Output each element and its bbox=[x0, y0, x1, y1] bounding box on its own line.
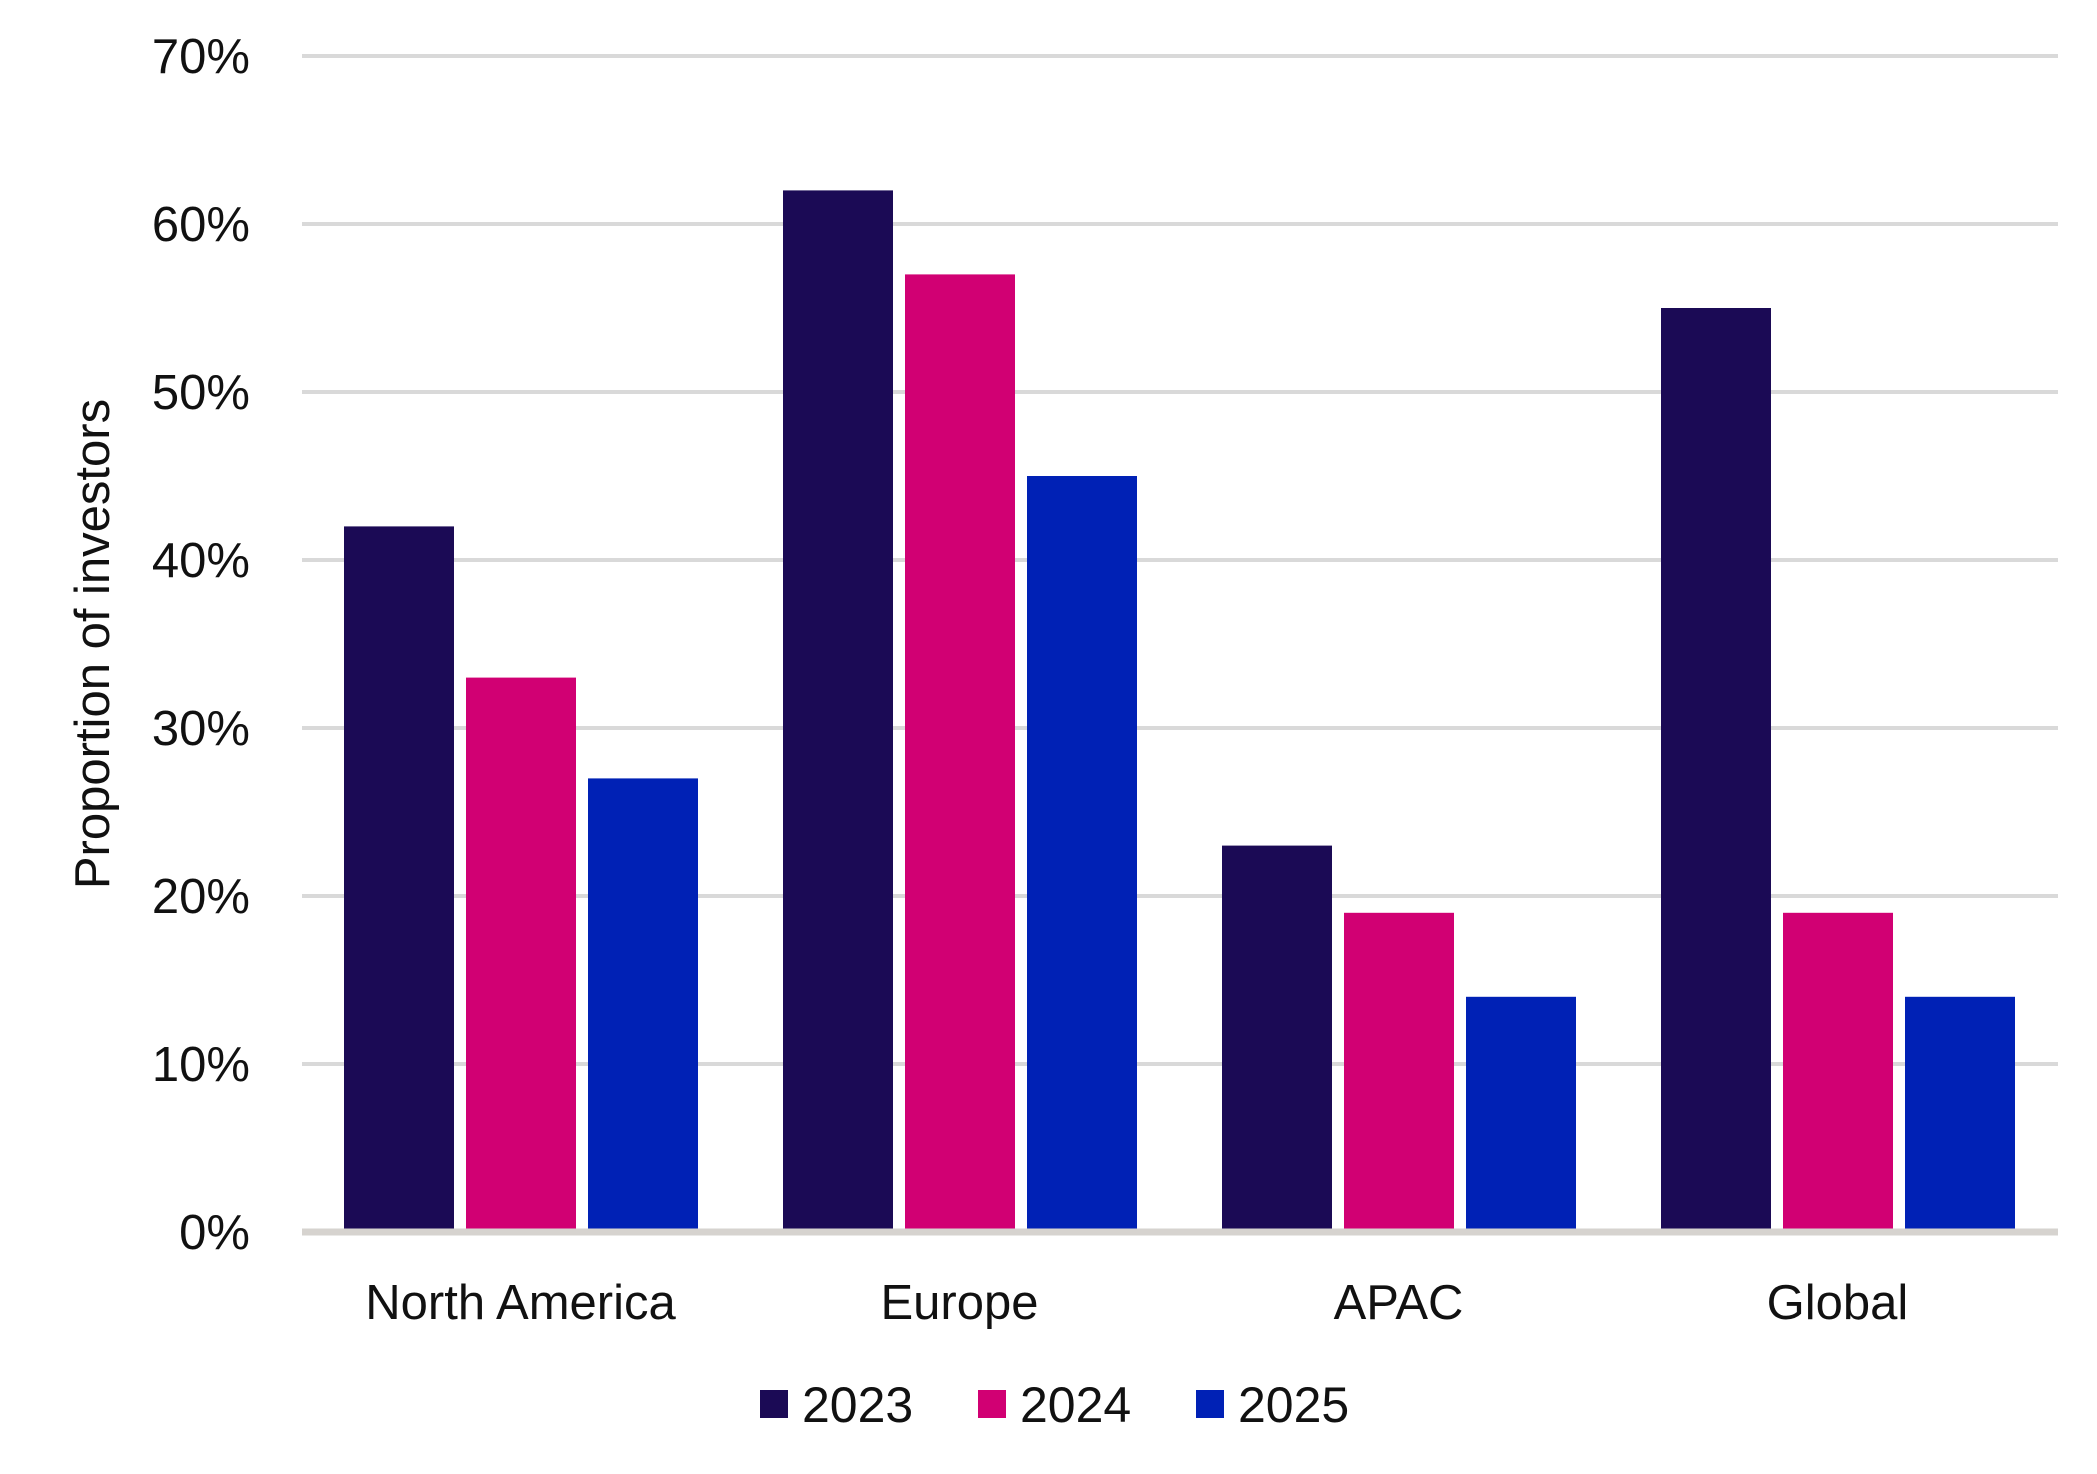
y-axis-tick-labels: 0% 10% 20% 30% 40% 50% 60% 70% bbox=[152, 30, 250, 1260]
bar-europe-2024 bbox=[905, 274, 1015, 1232]
legend-label-2024: 2024 bbox=[1020, 1377, 1131, 1433]
x-tick-label-europe: Europe bbox=[880, 1276, 1038, 1330]
legend-swatch-2025 bbox=[1196, 1390, 1224, 1418]
x-tick-label-apac: APAC bbox=[1334, 1276, 1464, 1330]
y-axis-title: Proportion of investors bbox=[66, 399, 120, 889]
legend-swatch-2024 bbox=[978, 1390, 1006, 1418]
legend-swatch-2023 bbox=[760, 1390, 788, 1418]
bar-apac-2023 bbox=[1222, 845, 1332, 1232]
legend-label-2025: 2025 bbox=[1238, 1377, 1349, 1433]
bar-north-america-2024 bbox=[466, 677, 576, 1232]
x-tick-label-north-america: North America bbox=[365, 1276, 676, 1330]
y-tick-label-20: 20% bbox=[152, 870, 250, 924]
bar-apac-2024 bbox=[1344, 912, 1454, 1232]
x-axis-tick-labels: North America Europe APAC Global bbox=[365, 1276, 1908, 1330]
y-tick-label-0: 0% bbox=[179, 1206, 250, 1260]
y-tick-label-30: 30% bbox=[152, 702, 250, 756]
bar-global-2025 bbox=[1905, 996, 2015, 1232]
bar-north-america-2025 bbox=[588, 778, 698, 1232]
y-tick-label-40: 40% bbox=[152, 534, 250, 588]
legend-label-2023: 2023 bbox=[802, 1377, 913, 1433]
bars bbox=[344, 190, 2015, 1232]
y-tick-label-70: 70% bbox=[152, 30, 250, 84]
bar-europe-2025 bbox=[1027, 476, 1137, 1232]
bar-global-2024 bbox=[1783, 912, 1893, 1232]
bar-north-america-2023 bbox=[344, 526, 454, 1232]
y-tick-label-60: 60% bbox=[152, 198, 250, 252]
bar-apac-2025 bbox=[1466, 996, 1576, 1232]
x-tick-label-global: Global bbox=[1767, 1276, 1909, 1330]
bar-europe-2023 bbox=[783, 190, 893, 1232]
y-tick-label-10: 10% bbox=[152, 1038, 250, 1092]
y-tick-label-50: 50% bbox=[152, 366, 250, 420]
bar-global-2023 bbox=[1661, 308, 1771, 1232]
legend: 2023 2024 2025 bbox=[760, 1377, 1349, 1433]
